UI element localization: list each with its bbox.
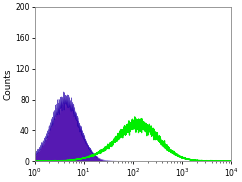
Y-axis label: Counts: Counts: [3, 68, 13, 100]
